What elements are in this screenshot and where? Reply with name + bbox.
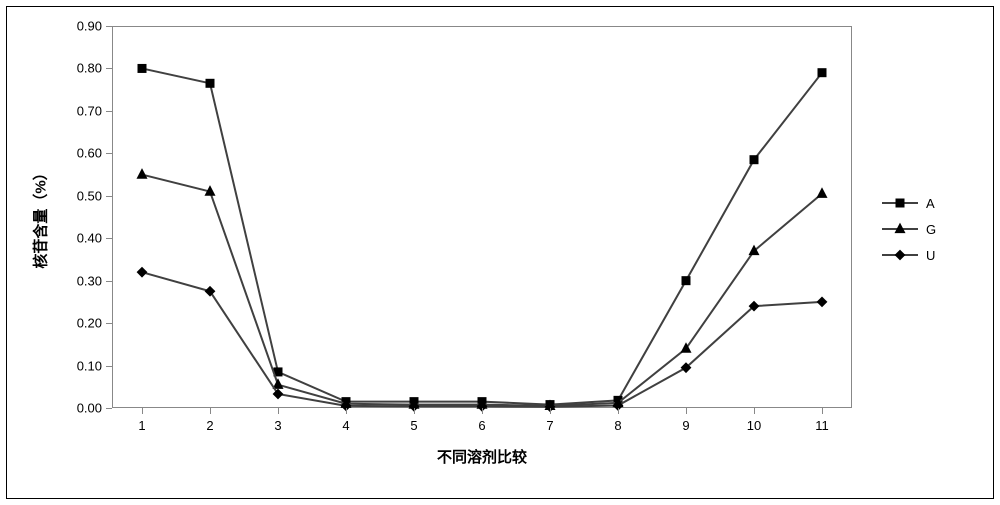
series-marker-U <box>137 267 148 278</box>
x-tick-label: 1 <box>138 418 145 433</box>
x-tick-label: 8 <box>614 418 621 433</box>
legend-item-U: U <box>882 242 936 268</box>
x-tick <box>618 408 619 414</box>
legend-swatch <box>882 221 918 237</box>
series-marker-U <box>273 389 284 400</box>
series-marker-A <box>682 276 691 285</box>
y-tick <box>106 111 112 112</box>
legend-label: G <box>926 222 936 237</box>
x-axis-label: 不同溶剂比较 <box>437 446 527 467</box>
x-tick-label: 10 <box>747 418 761 433</box>
x-tick <box>278 408 279 414</box>
x-tick-label: 3 <box>274 418 281 433</box>
series-line-U <box>142 272 822 407</box>
series-marker-A <box>818 68 827 77</box>
y-tick <box>106 153 112 154</box>
y-tick-label: 0.50 <box>77 188 102 203</box>
series-marker-G <box>817 187 828 198</box>
x-tick-label: 11 <box>815 418 829 433</box>
chart-svg <box>0 0 1000 505</box>
y-tick <box>106 68 112 69</box>
series-marker-A <box>750 155 759 164</box>
x-tick <box>686 408 687 414</box>
y-tick-label: 0.10 <box>77 358 102 373</box>
series-marker-A <box>206 79 215 88</box>
x-tick <box>414 408 415 414</box>
series-marker-A <box>138 64 147 73</box>
y-tick-label: 0.90 <box>77 19 102 34</box>
y-tick-label: 0.70 <box>77 103 102 118</box>
x-tick <box>142 408 143 414</box>
y-tick-label: 0.30 <box>77 273 102 288</box>
chart-container: 核苷含量（%） 不同溶剂比较 AGU 0.00 0.10 0.20 0.30 0.40 0… <box>0 0 1000 505</box>
x-tick <box>822 408 823 414</box>
y-tick-label: 0.80 <box>77 61 102 76</box>
series-marker-G <box>137 168 148 179</box>
x-tick-label: 5 <box>410 418 417 433</box>
x-tick <box>482 408 483 414</box>
series-marker-G <box>749 245 760 256</box>
x-tick-label: 7 <box>546 418 553 433</box>
legend-label: A <box>926 196 935 211</box>
y-tick-label: 0.00 <box>77 401 102 416</box>
y-tick <box>106 366 112 367</box>
legend-swatch <box>882 195 918 211</box>
y-tick-label: 0.60 <box>77 146 102 161</box>
series-marker-U <box>817 296 828 307</box>
legend-swatch <box>882 247 918 263</box>
x-tick-label: 2 <box>206 418 213 433</box>
x-tick-label: 4 <box>342 418 349 433</box>
y-tick-label: 0.40 <box>77 231 102 246</box>
y-tick <box>106 408 112 409</box>
y-tick-label: 0.20 <box>77 316 102 331</box>
x-tick-label: 9 <box>682 418 689 433</box>
legend-item-G: G <box>882 216 936 242</box>
legend-label: U <box>926 248 935 263</box>
series-line-A <box>142 68 822 404</box>
y-tick <box>106 196 112 197</box>
x-tick <box>210 408 211 414</box>
series-marker-U <box>205 286 216 297</box>
y-tick <box>106 26 112 27</box>
legend: AGU <box>882 190 936 268</box>
legend-item-A: A <box>882 190 936 216</box>
y-axis-label: 核苷含量（%） <box>30 165 51 268</box>
x-tick <box>550 408 551 414</box>
x-tick-label: 6 <box>478 418 485 433</box>
y-tick <box>106 323 112 324</box>
x-tick <box>346 408 347 414</box>
y-tick <box>106 238 112 239</box>
x-tick <box>754 408 755 414</box>
y-tick <box>106 281 112 282</box>
series-line-G <box>142 175 822 406</box>
